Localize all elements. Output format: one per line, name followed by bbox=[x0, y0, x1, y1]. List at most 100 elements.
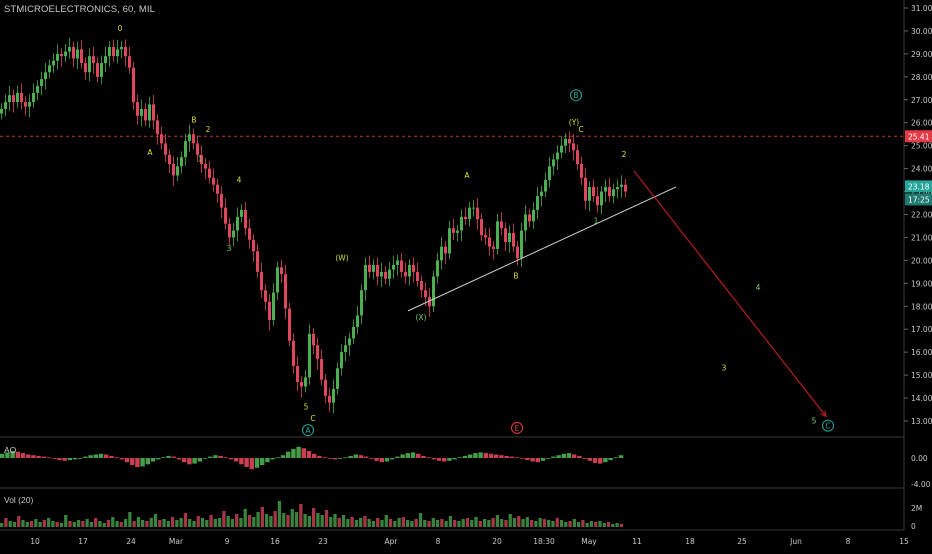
ao-bar bbox=[587, 458, 592, 461]
volume-bar bbox=[564, 522, 568, 527]
circled-wave-marker bbox=[822, 419, 834, 432]
volume-bar bbox=[200, 518, 205, 527]
volume-bar bbox=[559, 520, 564, 527]
price-candle bbox=[332, 388, 335, 403]
ao-bar bbox=[546, 458, 551, 459]
volume-bar bbox=[461, 519, 465, 527]
ao-bar bbox=[364, 456, 369, 458]
ao-bar bbox=[353, 454, 358, 458]
ao-bar bbox=[31, 455, 36, 458]
wave-label: 3 bbox=[722, 364, 727, 373]
volume-bar bbox=[247, 515, 252, 527]
price-candle bbox=[604, 186, 607, 192]
volume-bar bbox=[286, 515, 290, 527]
current-price-label: 23.18 bbox=[908, 182, 930, 191]
volume-bar bbox=[158, 520, 162, 527]
price-candle bbox=[356, 315, 359, 327]
ao-bar bbox=[78, 458, 83, 459]
price-candle bbox=[388, 269, 391, 279]
price-tick-label: 13.00 bbox=[911, 417, 932, 426]
ao-bar bbox=[270, 458, 275, 460]
price-tick-label: 26.00 bbox=[911, 119, 932, 128]
price-candle bbox=[132, 67, 135, 103]
volume-bar bbox=[98, 521, 102, 527]
time-tick-label: Jun bbox=[789, 537, 802, 546]
volume-bar bbox=[329, 517, 333, 527]
price-candle bbox=[396, 260, 399, 265]
volume-bar bbox=[149, 518, 153, 527]
ao-bar bbox=[312, 453, 317, 458]
volume-bar bbox=[179, 518, 183, 527]
price-candle bbox=[452, 228, 455, 233]
price-candle bbox=[420, 281, 423, 291]
ao-bar bbox=[499, 455, 504, 458]
price-candle bbox=[40, 79, 43, 87]
ao-bar bbox=[88, 455, 93, 458]
ao-bar bbox=[260, 458, 265, 465]
ao-bar bbox=[379, 458, 384, 463]
volume-bar bbox=[94, 518, 98, 527]
ao-bar bbox=[618, 455, 624, 458]
price-candle bbox=[96, 63, 99, 77]
price-candle bbox=[252, 239, 255, 252]
price-candle bbox=[564, 138, 567, 146]
ao-bar bbox=[171, 456, 176, 458]
ao-bar bbox=[223, 457, 228, 459]
volume-bar bbox=[192, 521, 196, 527]
volume-bar bbox=[495, 515, 500, 527]
price-candle bbox=[552, 159, 555, 167]
ao-bar bbox=[452, 458, 457, 460]
ao-bar bbox=[572, 454, 577, 458]
volume-bar bbox=[226, 516, 230, 527]
price-candle bbox=[464, 216, 467, 220]
price-candle bbox=[16, 92, 19, 103]
volume-bar bbox=[333, 514, 337, 527]
price-candle bbox=[492, 246, 495, 249]
price-candle bbox=[500, 221, 503, 229]
volume-bar bbox=[68, 521, 72, 527]
ao-bar bbox=[291, 448, 296, 458]
volume-bar bbox=[615, 523, 619, 527]
volume-bar bbox=[196, 516, 200, 527]
ao-bar bbox=[561, 453, 566, 458]
volume-bar bbox=[264, 514, 269, 527]
wave-label: (X) bbox=[416, 313, 427, 322]
price-candle bbox=[12, 95, 15, 103]
price-candle bbox=[612, 189, 615, 197]
price-candle bbox=[416, 271, 419, 282]
ao-bar bbox=[46, 457, 52, 459]
price-candle bbox=[80, 49, 83, 64]
price-candle bbox=[288, 308, 291, 341]
price-candle bbox=[496, 221, 499, 249]
wave-label: 4 bbox=[756, 283, 761, 292]
ao-bar bbox=[488, 453, 494, 458]
price-tick-label: 31.00 bbox=[911, 4, 932, 13]
ao-bar bbox=[187, 458, 192, 465]
volume-bar bbox=[132, 521, 136, 527]
ao-bar bbox=[327, 458, 332, 459]
price-candle bbox=[308, 333, 311, 378]
volume-bar bbox=[435, 520, 440, 527]
price-candle bbox=[588, 186, 591, 201]
ao-bar bbox=[286, 451, 291, 458]
price-candle bbox=[112, 47, 115, 57]
volume-bar bbox=[470, 520, 474, 527]
ao-bar bbox=[530, 458, 535, 462]
ao-bar bbox=[192, 458, 197, 464]
price-candle bbox=[456, 230, 459, 233]
ao-bar bbox=[410, 452, 416, 458]
price-candle bbox=[264, 290, 267, 302]
volume-bar bbox=[209, 515, 213, 527]
ao-bar bbox=[265, 458, 270, 463]
price-candle bbox=[436, 260, 439, 277]
volume-bar bbox=[465, 518, 470, 527]
volume-bar bbox=[406, 520, 410, 527]
price-candle bbox=[144, 108, 147, 121]
price-candle bbox=[116, 49, 119, 57]
volume-bar bbox=[482, 519, 487, 527]
projection-arrow-line bbox=[633, 170, 827, 417]
wave-label: A bbox=[147, 148, 153, 157]
ao-bar bbox=[369, 458, 374, 459]
